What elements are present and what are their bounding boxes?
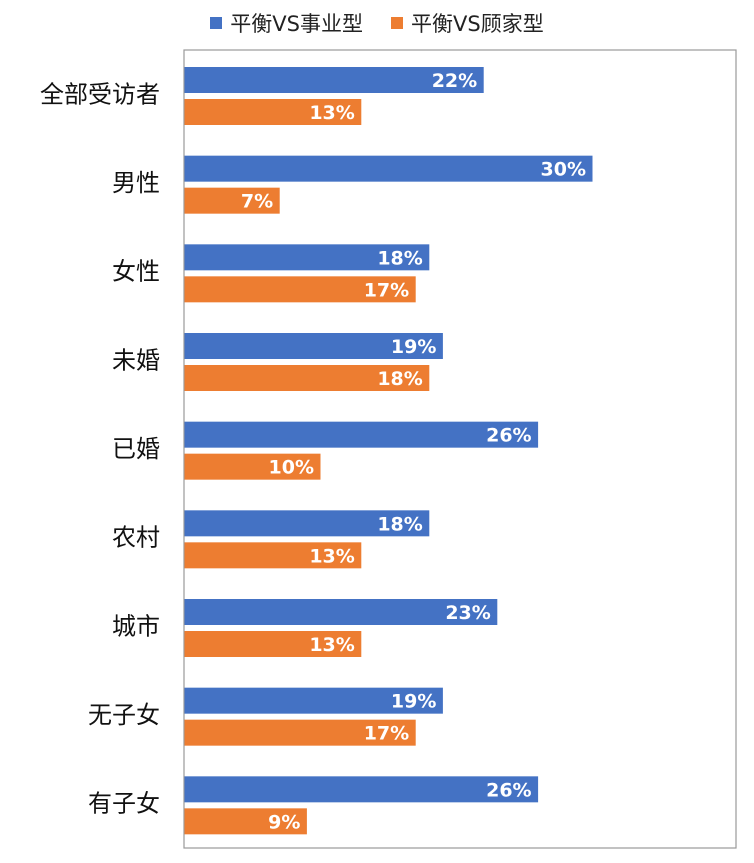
bar-family <box>184 542 362 569</box>
data-label-family: 18% <box>377 368 422 390</box>
data-label-career: 18% <box>377 513 422 535</box>
bar-family <box>184 631 362 657</box>
bar-career <box>184 776 539 803</box>
bar-family <box>184 99 362 125</box>
data-label-career: 26% <box>486 779 531 801</box>
data-label-family: 13% <box>309 102 354 124</box>
data-label-career: 18% <box>377 247 422 269</box>
bar-career <box>184 421 539 448</box>
bar-family <box>184 187 280 214</box>
category-label: 女性 <box>112 258 160 286</box>
bar-career <box>184 599 498 625</box>
bar-career <box>184 510 430 537</box>
legend-item-family: 平衡VS顾家型 <box>391 8 544 38</box>
category-label: 未婚 <box>112 346 160 374</box>
legend: 平衡VS事业型 平衡VS顾家型 <box>0 6 754 40</box>
data-label-career: 26% <box>486 425 531 447</box>
data-label-family: 9% <box>268 811 300 833</box>
data-label-family: 10% <box>269 457 314 479</box>
legend-swatch-family <box>391 17 403 29</box>
bar-family <box>184 365 430 391</box>
bar-family <box>184 276 416 303</box>
category-label: 全部受访者 <box>40 80 160 108</box>
bar-family <box>184 808 307 835</box>
bar-career <box>184 67 484 93</box>
legend-item-career: 平衡VS事业型 <box>210 8 363 38</box>
plot-frame <box>183 49 737 849</box>
category-label: 有子女 <box>88 790 160 818</box>
data-label-career: 22% <box>432 70 477 92</box>
category-label: 农村 <box>112 524 160 552</box>
bar-career <box>184 687 443 714</box>
data-label-career: 19% <box>391 691 436 713</box>
bar-career <box>184 244 430 271</box>
legend-swatch-career <box>210 17 223 29</box>
data-label-family: 17% <box>364 279 409 301</box>
data-label-career: 30% <box>541 159 586 181</box>
bar-family <box>184 719 416 746</box>
legend-label-family: 平衡VS顾家型 <box>411 12 544 36</box>
data-label-career: 23% <box>445 602 490 624</box>
category-label: 城市 <box>112 612 160 640</box>
category-label: 无子女 <box>88 701 160 729</box>
data-label-family: 13% <box>309 634 354 656</box>
data-label-family: 17% <box>364 723 409 745</box>
bar-career <box>184 333 443 359</box>
category-label: 男性 <box>112 169 160 197</box>
legend-label-career: 平衡VS事业型 <box>230 12 363 36</box>
data-label-family: 13% <box>309 545 354 567</box>
data-label-family: 7% <box>241 191 273 213</box>
bar-career <box>184 155 593 182</box>
category-label: 已婚 <box>112 435 160 463</box>
data-label-career: 19% <box>391 336 436 358</box>
bar-family <box>184 453 321 480</box>
